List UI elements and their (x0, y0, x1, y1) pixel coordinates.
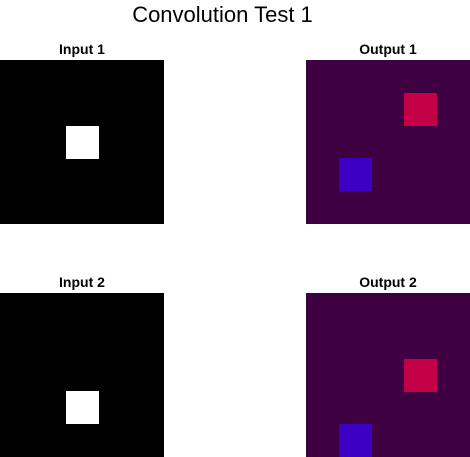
output-1-grid (306, 60, 470, 224)
grid-cell (404, 359, 437, 392)
input-2-title: Input 2 (59, 274, 105, 290)
grid-cell (66, 126, 99, 159)
output-2-title: Output 2 (359, 274, 417, 290)
input-2-grid (0, 293, 164, 457)
input-1-title: Input 1 (59, 41, 105, 57)
output-1-title: Output 1 (359, 41, 417, 57)
grid-cell (339, 158, 372, 191)
input-1-grid (0, 60, 164, 224)
figure-title: Convolution Test 1 (132, 2, 313, 27)
output-2-grid (306, 293, 470, 457)
grid-cell (66, 391, 99, 424)
grid-cell (339, 424, 372, 457)
grid-cell (404, 93, 437, 126)
